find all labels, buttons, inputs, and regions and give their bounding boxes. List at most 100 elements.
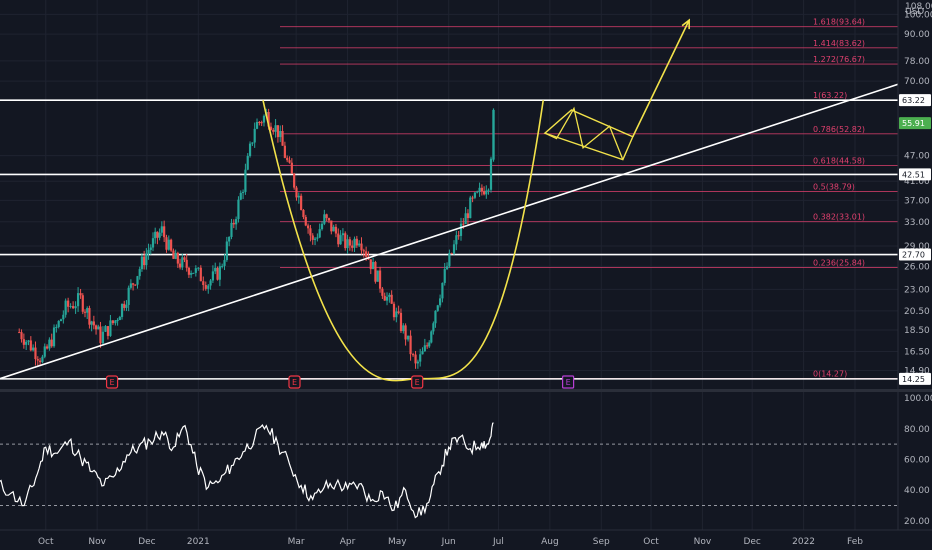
candle-body	[295, 187, 298, 198]
candle-body	[288, 160, 291, 163]
candle-body	[151, 238, 155, 248]
price-tick-label: 26.00	[904, 262, 930, 272]
candle-body	[48, 339, 51, 349]
candle-body	[293, 173, 296, 188]
candle-body	[27, 340, 30, 342]
candle-body	[360, 243, 363, 251]
candle-body	[421, 351, 424, 355]
candle-body	[52, 327, 56, 347]
candle-body	[190, 273, 193, 275]
candle-body	[482, 191, 486, 195]
candle-body	[448, 253, 451, 267]
time-tick-label: Jun	[441, 537, 456, 547]
level-price-tag-text: 27.70	[902, 251, 925, 260]
earnings-marker-box	[411, 375, 424, 389]
projection-arrow-line[interactable]	[632, 19, 690, 138]
price-tick-label: 16.50	[904, 347, 930, 357]
earnings-marker-label: E	[415, 378, 420, 387]
candle-body	[374, 262, 377, 282]
candle-body	[136, 276, 139, 285]
candle-body	[170, 239, 173, 251]
candle-body	[269, 126, 273, 130]
candle-body	[406, 335, 410, 340]
candle-body	[260, 122, 263, 124]
level-price-tag	[899, 168, 931, 181]
rsi-tick-label: 20.00	[904, 517, 930, 527]
horizontal-levels[interactable]	[0, 99, 898, 380]
time-tick-label: Nov	[694, 537, 712, 547]
earnings-marker[interactable]: E	[288, 375, 301, 389]
candle-body	[111, 320, 115, 324]
candle-body	[279, 130, 282, 138]
candle-body	[127, 287, 130, 305]
candle-body	[436, 305, 439, 311]
chart-drawings[interactable]	[0, 18, 899, 382]
earnings-marker-label: E	[110, 378, 115, 387]
candle-body	[290, 162, 293, 174]
candle-body	[202, 281, 205, 286]
candle-body	[441, 282, 444, 299]
candle-body	[428, 342, 431, 347]
earnings-marker[interactable]: E	[562, 375, 575, 389]
candle-body	[381, 288, 384, 296]
axis-settings[interactable]: 108.00 USD	[905, 2, 932, 17]
flag-zigzag[interactable]	[544, 106, 624, 160]
currency-label[interactable]: USD	[905, 7, 924, 17]
time-tick-label: Mar	[288, 537, 305, 547]
rsi-indicator-pane	[0, 422, 898, 519]
level-price-tag	[899, 94, 931, 107]
candle-body	[194, 268, 197, 273]
candle-body	[223, 260, 226, 266]
candle-body	[86, 308, 89, 313]
candle-body	[388, 294, 391, 297]
candle-body	[438, 298, 442, 306]
candle-body	[67, 300, 70, 307]
price-tick-label: 23.00	[904, 285, 930, 295]
candle-body	[390, 294, 393, 304]
candle-body	[313, 238, 317, 240]
time-tick-label: Oct	[38, 537, 54, 547]
candle-body	[267, 112, 270, 127]
candle-body	[149, 247, 152, 250]
candle-body	[116, 320, 119, 322]
candle-body	[72, 306, 75, 309]
candle-body	[443, 269, 446, 283]
candle-body	[207, 285, 210, 289]
candle-body	[64, 300, 67, 315]
candle-body	[59, 319, 63, 322]
candle-body	[32, 347, 35, 351]
candle-body	[45, 346, 49, 349]
candle-body	[476, 191, 479, 193]
candle-body	[404, 325, 407, 340]
earnings-marker[interactable]: E	[105, 375, 119, 389]
candle-body	[57, 321, 60, 327]
price-tick-label: 100.00	[904, 10, 932, 20]
pane-separator[interactable]	[0, 389, 932, 392]
earnings-marker[interactable]: E	[411, 375, 424, 389]
candle-body	[237, 199, 240, 220]
candle-body	[262, 115, 266, 123]
earnings-marker-box	[105, 375, 119, 389]
time-tick-label: Dec	[743, 537, 760, 547]
candle-body	[246, 155, 249, 170]
trendline[interactable]	[0, 83, 899, 380]
candle-body	[341, 233, 345, 236]
time-axis[interactable]: Oct Nov Dec 2021 Mar Apr May Jun Jul Aug Sep Oct Nov…	[0, 529, 932, 547]
candle-body	[471, 197, 474, 199]
price-tick-label: 90.00	[904, 30, 930, 40]
candle-body	[228, 236, 231, 242]
candle-body	[258, 122, 261, 124]
candle-body	[41, 356, 44, 363]
candle-body	[362, 250, 365, 252]
candle-body	[106, 326, 110, 336]
candle-body	[97, 326, 100, 330]
candle-body	[286, 157, 289, 161]
candle-body	[101, 331, 105, 344]
candle-body	[214, 267, 217, 272]
candle-body	[92, 321, 95, 326]
price-axis[interactable]: 100.00 90.00 78.00 70.00 47.00 41.00 37.00 33.0…	[897, 0, 932, 530]
price-tick-label: 70.00	[904, 77, 930, 87]
price-axis-top-value: 108.00	[905, 2, 932, 12]
